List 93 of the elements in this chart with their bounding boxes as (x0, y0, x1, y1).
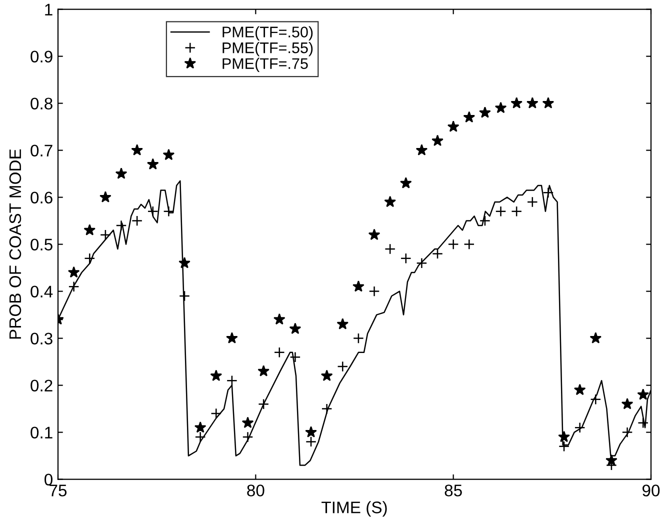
point (606, 454, 618, 466)
point (178, 256, 190, 268)
point (494, 102, 507, 114)
point (638, 417, 649, 428)
point (574, 422, 586, 434)
y-tick-label: 0.2 (30, 380, 52, 392)
point (132, 215, 143, 226)
point (242, 432, 254, 442)
point (194, 432, 206, 442)
point (131, 144, 143, 156)
point (320, 370, 333, 382)
point (163, 206, 174, 217)
point (495, 206, 506, 217)
point (290, 352, 301, 363)
point (289, 322, 302, 334)
point (400, 252, 412, 264)
point (590, 332, 602, 344)
legend-label: PME(TF=.50) (222, 26, 313, 40)
point (368, 286, 380, 297)
y-tick-label: 0.4 (30, 286, 53, 298)
point (448, 238, 459, 250)
point (226, 375, 238, 386)
y-tick-label: 0.1 (30, 426, 52, 439)
point (622, 426, 633, 438)
point (210, 370, 222, 382)
point (306, 436, 316, 448)
point (210, 408, 222, 419)
point (464, 238, 475, 250)
point (479, 215, 490, 226)
point (84, 224, 96, 236)
point (68, 281, 80, 292)
point (432, 248, 444, 260)
point (368, 228, 380, 240)
point (68, 266, 80, 278)
point (542, 187, 554, 198)
point (621, 398, 634, 410)
y-tick-label: 0.3 (30, 332, 52, 345)
y-tick-label: 0.9 (30, 50, 52, 63)
y-tick-label: 0.6 (30, 192, 52, 204)
legend-label: PME(TF=.75 (222, 58, 308, 72)
point (305, 426, 317, 438)
point (179, 290, 190, 302)
y-axis-title: PROB OF COAST MODE (9, 149, 22, 339)
point (384, 196, 396, 208)
y-tick-label: 1 (45, 4, 52, 16)
y-tick-label: 0.8 (30, 98, 52, 110)
point (115, 168, 128, 179)
point (162, 148, 175, 160)
point (526, 196, 538, 208)
point (637, 388, 649, 400)
point (258, 398, 270, 410)
point (511, 206, 522, 217)
point (542, 97, 554, 108)
y-tick-label: 0 (44, 474, 52, 486)
point (510, 97, 522, 108)
point (416, 258, 428, 269)
point (337, 361, 348, 372)
point (194, 421, 206, 433)
point (526, 97, 538, 108)
x-tick-label: 85 (444, 484, 462, 496)
point (273, 313, 286, 325)
point (447, 120, 460, 132)
point (336, 318, 349, 330)
point (116, 220, 127, 231)
point (321, 403, 332, 414)
point (416, 144, 428, 156)
point (479, 106, 491, 118)
y-tick-label: 0.5 (30, 238, 52, 251)
point (226, 332, 238, 344)
legend-label: PME(TF=.55) (222, 42, 313, 56)
point (147, 206, 158, 217)
point (242, 416, 254, 428)
x-tick-label: 90 (642, 484, 660, 496)
x-axis-title: TIME (S) (322, 501, 387, 517)
point (463, 111, 476, 123)
point (384, 244, 396, 254)
point (100, 191, 112, 202)
point (352, 280, 364, 292)
point (146, 158, 159, 170)
point (84, 252, 96, 264)
x-tick-label: 80 (247, 484, 264, 496)
point (558, 430, 570, 442)
point (574, 384, 586, 396)
point (258, 365, 270, 376)
point (100, 229, 111, 240)
point (432, 134, 444, 146)
point (274, 346, 285, 358)
point (558, 440, 570, 452)
point (590, 394, 602, 405)
x-tick-label: 75 (50, 484, 67, 496)
point (352, 332, 364, 344)
point (400, 177, 412, 188)
y-tick-label: 0.7 (30, 144, 52, 157)
